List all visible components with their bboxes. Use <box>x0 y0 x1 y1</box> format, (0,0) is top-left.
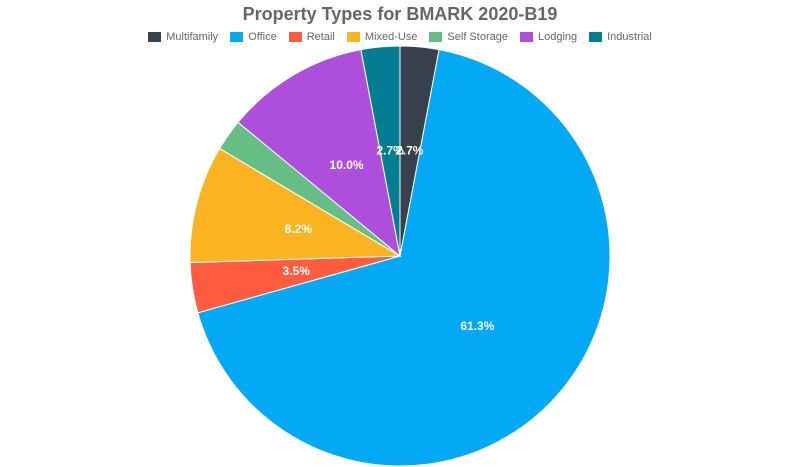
slice-mixed-use[interactable] <box>189 147 402 264</box>
legend-swatch <box>346 32 360 42</box>
chart-title: Property Types for BMARK 2020-B19 <box>242 4 558 24</box>
legend-swatch <box>230 32 244 42</box>
legend-label: Retail <box>306 31 335 43</box>
legend-label: Lodging <box>537 31 578 43</box>
legend-label: Multifamily <box>166 31 219 43</box>
legend-label: Mixed-Use <box>364 31 418 43</box>
data-label: 2.7% <box>377 144 405 158</box>
legend-item-multifamily[interactable]: Multifamily <box>148 31 218 43</box>
legend-label: Office <box>248 31 277 43</box>
data-label: 10.0% <box>330 158 364 172</box>
legend-item-retail[interactable]: Retail <box>288 31 335 43</box>
legend: Multifamily Office Retail Mixed-Use Self Sto… <box>0 31 800 43</box>
legend-swatch <box>589 32 603 42</box>
data-label: 8.2% <box>285 222 313 236</box>
data-label: 3.5% <box>283 264 311 278</box>
slice-office[interactable] <box>197 49 611 467</box>
data-label: 61.3% <box>460 319 494 333</box>
legend-label: Self Storage <box>447 31 508 43</box>
legend-swatch <box>288 32 302 42</box>
legend-swatch <box>519 32 533 42</box>
slice-lodging[interactable] <box>237 49 401 258</box>
legend-item-office[interactable]: Office <box>230 31 277 43</box>
legend-swatch <box>148 32 162 42</box>
legend-item-self-storage[interactable]: Self Storage <box>429 31 508 43</box>
slice-industrial[interactable] <box>360 45 401 257</box>
legend-item-lodging[interactable]: Lodging <box>519 31 578 43</box>
legend-item-industrial[interactable]: Industrial <box>589 31 652 43</box>
legend-label: Industrial <box>607 31 652 43</box>
legend-swatch <box>429 32 443 42</box>
legend-item-mixed-use[interactable]: Mixed-Use <box>346 31 418 43</box>
data-label: 2.7% <box>396 144 424 158</box>
